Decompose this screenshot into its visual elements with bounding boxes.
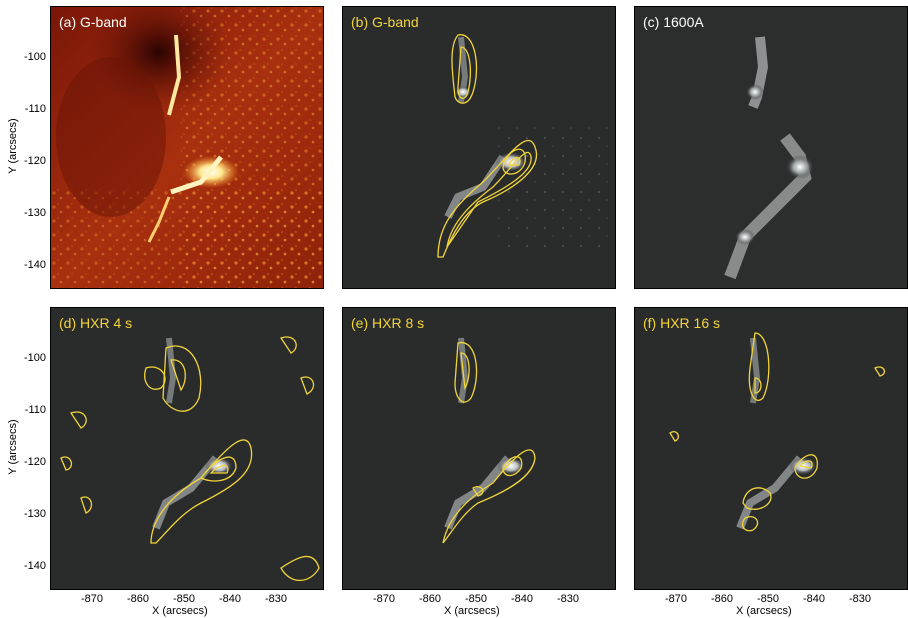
panel-c-label: (c) 1600A (643, 14, 704, 30)
gband-gray-image (343, 7, 615, 288)
panel-e-hxr-8s: (e) HXR 8 s (342, 307, 616, 590)
panel-b-label: (b) G-band (351, 14, 419, 30)
panel-c-1600a: (c) 1600A (634, 6, 908, 289)
x-tick-f: -870 (664, 593, 688, 605)
panel-e-label: (e) HXR 8 s (351, 315, 425, 331)
hxr-16s-image (635, 308, 907, 589)
contours (60, 336, 320, 582)
panel-f-label: (f) HXR 16 s (643, 315, 721, 331)
x-tick-d: -860 (126, 593, 150, 605)
panel-a-gband-image: (a) G-band (50, 6, 324, 289)
contours (669, 332, 886, 532)
panel-b-gband-contours: (b) G-band (342, 6, 616, 289)
x-axis-label-d: X (arcsecs) (152, 605, 208, 617)
y-tick-top: -100 (23, 51, 46, 63)
y-tick-bottom: -110 (24, 404, 46, 416)
x-tick-d: -840 (218, 593, 242, 605)
y-tick-top: -110 (24, 103, 46, 115)
uv-1600a-image (635, 7, 907, 288)
panel-a-label: (a) G-band (59, 14, 127, 30)
contours (437, 34, 538, 258)
x-tick-d: -870 (80, 593, 104, 605)
panel-f-hxr-16s: (f) HXR 16 s (634, 307, 908, 590)
y-axis-label-top: Y (arcsecs) (7, 118, 19, 174)
gband-color-image (51, 7, 323, 288)
y-tick-bottom: -140 (23, 560, 46, 572)
x-tick-e: -860 (418, 593, 442, 605)
y-tick-bottom: -130 (23, 508, 46, 520)
x-tick-e: -870 (372, 593, 396, 605)
y-tick-bottom: -120 (23, 456, 46, 468)
y-tick-bottom: -100 (23, 352, 46, 364)
panel-d-label: (d) HXR 4 s (59, 315, 133, 331)
x-tick-f: -830 (848, 593, 872, 605)
y-tick-top: -140 (23, 259, 46, 271)
y-tick-top: -120 (23, 155, 46, 167)
hxr-4s-image (51, 308, 323, 589)
x-tick-f: -850 (756, 593, 780, 605)
panel-d-hxr-4s: (d) HXR 4 s (50, 307, 324, 590)
contours (442, 342, 536, 544)
x-tick-e: -840 (510, 593, 534, 605)
hxr-8s-image (343, 308, 615, 589)
x-tick-f: -860 (710, 593, 734, 605)
y-tick-top: -130 (23, 207, 46, 219)
x-axis-label-f: X (arcsecs) (736, 605, 792, 617)
x-tick-d: -830 (264, 593, 288, 605)
x-tick-e: -850 (464, 593, 488, 605)
x-tick-f: -840 (802, 593, 826, 605)
x-tick-e: -830 (556, 593, 580, 605)
y-axis-label-bottom: Y (arcsecs) (7, 419, 19, 475)
x-tick-d: -850 (172, 593, 196, 605)
x-axis-label-e: X (arcsecs) (444, 605, 500, 617)
